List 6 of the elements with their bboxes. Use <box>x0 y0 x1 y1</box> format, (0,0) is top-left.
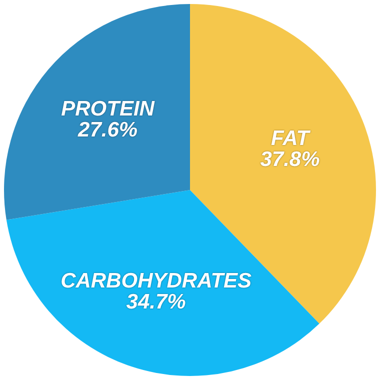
slice-label: PROTEIN <box>61 97 156 120</box>
slice-label: CARBOHYDRATES <box>60 270 252 293</box>
slice-label: FAT <box>270 126 312 150</box>
data-label: 27.6% <box>77 118 138 142</box>
data-label: 37.8% <box>260 148 320 171</box>
data-label: 34.7% <box>126 290 186 314</box>
